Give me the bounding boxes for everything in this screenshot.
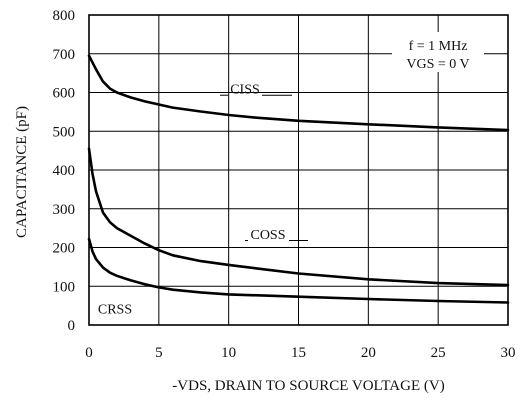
y-tick-label: 700 xyxy=(53,47,76,63)
condition-note: VGS = 0 V xyxy=(406,57,469,72)
series-line-ciss xyxy=(87,54,510,132)
y-tick-label: 100 xyxy=(53,279,76,295)
x-tick-label: 25 xyxy=(431,345,446,361)
x-tick-label: 10 xyxy=(221,345,236,361)
curves xyxy=(87,54,510,304)
x-axis-title: -VDS, DRAIN TO SOURCE VOLTAGE (V) xyxy=(172,378,444,394)
y-tick-label: 200 xyxy=(53,241,76,257)
x-tick-label: 20 xyxy=(361,345,376,361)
x-tick-label: 15 xyxy=(291,345,306,361)
x-tick-label: 0 xyxy=(85,345,93,361)
y-tick-label: 500 xyxy=(53,124,76,140)
series-label-coss: COSS xyxy=(250,228,285,243)
y-tick-label: 400 xyxy=(53,163,76,179)
conditions-annotation: f = 1 MHz VGS = 0 V xyxy=(392,32,484,72)
series-line-crss xyxy=(87,237,510,304)
series-line-coss xyxy=(87,147,510,287)
series-label-crss: CRSS xyxy=(98,302,132,317)
y-tick-label: 300 xyxy=(53,202,76,218)
annotation-background xyxy=(392,32,484,72)
condition-note: f = 1 MHz xyxy=(409,39,468,54)
series-labels: CISS COSS CRSS xyxy=(98,83,308,317)
x-tick-label: 5 xyxy=(155,345,163,361)
plot-frame xyxy=(88,14,509,326)
y-tick-label: 800 xyxy=(53,8,76,24)
y-tick-label: 600 xyxy=(53,86,76,102)
x-tick-label: 30 xyxy=(501,345,516,361)
y-tick-label: 0 xyxy=(68,318,76,334)
series-label-ciss: CISS xyxy=(230,83,260,98)
y-axis-title: CAPACITANCE (pF) xyxy=(14,106,30,238)
